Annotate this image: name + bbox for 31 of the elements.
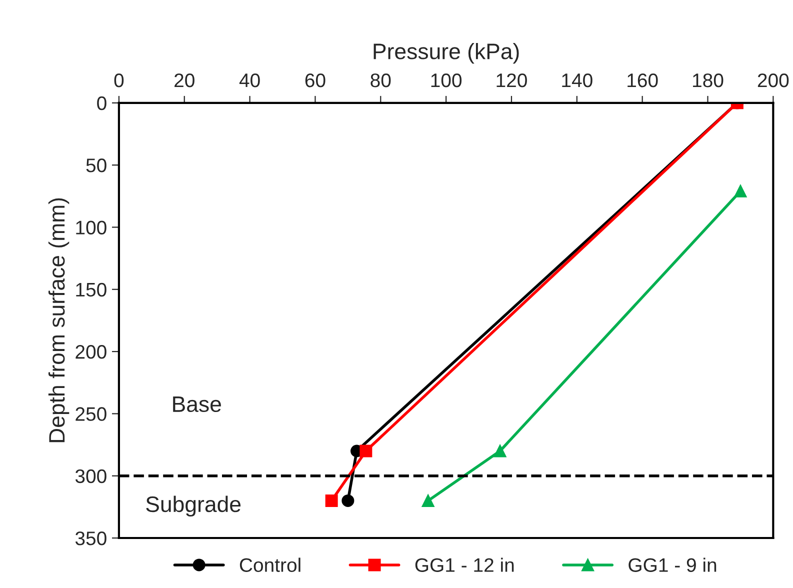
x-tick-label: 0 [114, 73, 124, 88]
legend-label: Control [240, 558, 300, 572]
x-tick-label: 180 [693, 73, 724, 88]
point [360, 444, 372, 458]
y-tick-label: 100 [76, 220, 106, 234]
point [325, 494, 338, 507]
point [494, 444, 506, 458]
x-tick-label: 120 [496, 73, 527, 88]
annotation: Base [173, 396, 221, 412]
y-tick-label: 50 [86, 158, 106, 172]
x-tick-label: 200 [758, 73, 789, 88]
x-tick-label: 20 [174, 73, 194, 88]
y-tick-label: 200 [76, 345, 106, 359]
point [342, 494, 354, 507]
x-tick-label: 60 [305, 73, 326, 88]
x-tick-label: 80 [370, 73, 391, 88]
x-tick-label: 40 [239, 73, 260, 88]
y-tick-label: 150 [76, 282, 106, 297]
x-axis-title: Pressure (kPa) [374, 42, 519, 64]
point [422, 494, 434, 507]
x-tick-label: 160 [628, 73, 658, 88]
legend-label: GG1 - 12 in [415, 558, 514, 572]
x-tick-label: 100 [431, 73, 462, 88]
y-tick-label: 250 [76, 407, 106, 421]
y-tick-label: 300 [75, 469, 106, 484]
legend-label: GG1 - 9 in [628, 558, 716, 572]
y-tick-label: 350 [75, 531, 106, 546]
annotation: Subgrade [146, 496, 241, 517]
y-tick-label: 0 [97, 96, 106, 110]
y-axis-title: Depth from surface (mm) [48, 198, 70, 442]
x-tick-label: 140 [562, 73, 592, 88]
